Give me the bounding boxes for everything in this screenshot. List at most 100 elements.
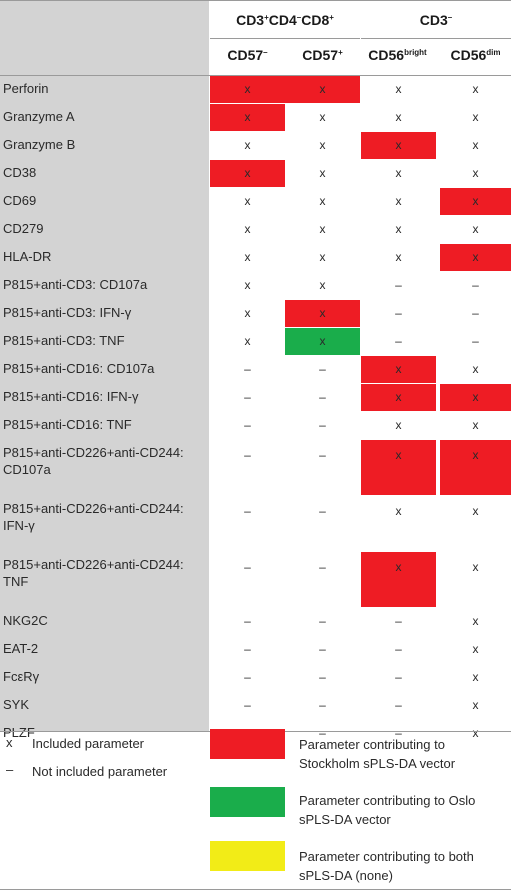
legend-included-text: Included parameter — [32, 736, 145, 751]
table-cell: x — [472, 698, 479, 712]
table-cell: – — [319, 670, 326, 684]
row-label: P815+anti-CD226+anti-CD244: TNF — [3, 557, 184, 589]
highlighted-cell: x — [361, 356, 436, 383]
row-label: FcεRγ — [3, 669, 40, 684]
table-cell: – — [395, 278, 402, 292]
table-cell: – — [319, 390, 326, 404]
table-cell: – — [319, 614, 326, 628]
row-label: P815+anti-CD226+anti-CD244: IFN-γ — [3, 501, 184, 533]
table-row: FcεRγ – – – x — [0, 664, 511, 692]
table-cell: x — [244, 194, 251, 208]
table-cell: – — [244, 642, 251, 656]
highlighted-cell: x — [440, 244, 511, 271]
table-row: CD69 x x x x — [0, 188, 511, 216]
table-cell: – — [395, 726, 402, 740]
col-header-cd57-pos: CD57+ — [302, 47, 343, 63]
legend-not-included-text: Not included parameter — [32, 764, 168, 779]
table-cell: x — [395, 166, 402, 180]
table-row: P815+anti-CD3: CD107a x x – – — [0, 272, 511, 300]
group2-underline — [361, 38, 511, 39]
row-label: SYK — [3, 697, 30, 712]
table-cell: x — [395, 418, 402, 432]
table-cell: x — [472, 670, 479, 684]
table-cell: – — [244, 614, 251, 628]
row-label: Granzyme B — [3, 137, 76, 152]
table-row: Granzyme A x x x x — [0, 104, 511, 132]
table-row: P815+anti-CD3: TNF x x – – — [0, 328, 511, 356]
row-label: CD69 — [3, 193, 37, 208]
col-header-cd56-dim: CD56dim — [450, 47, 501, 63]
table-cell: – — [319, 504, 326, 518]
table-cell: x — [472, 166, 479, 180]
table-cell: x — [244, 222, 251, 236]
table-cell: x — [395, 250, 402, 264]
table-cell: x — [244, 306, 251, 320]
table-cell: – — [244, 504, 251, 518]
table-cell: x — [472, 560, 479, 574]
table-cell: x — [395, 194, 402, 208]
table-row: P815+anti-CD16: IFN-γ – – x x — [0, 384, 511, 412]
table-cell: x — [472, 614, 479, 628]
highlighted-cell: x — [210, 104, 285, 131]
legend-included-symbol: x — [6, 735, 13, 750]
table-row: P815+anti-CD3: IFN-γ x x – – — [0, 300, 511, 328]
table-cell: – — [472, 278, 479, 292]
highlighted-cell: x — [210, 160, 285, 187]
highlighted-cell: x — [285, 300, 360, 327]
table-row: P815+anti-CD226+anti-CD244: TNF – – x x — [0, 552, 511, 608]
top-rule — [0, 0, 511, 1]
table-cell: x — [244, 138, 251, 152]
highlighted-cell: x — [361, 384, 436, 411]
table-cell: x — [244, 334, 251, 348]
table-cell: x — [472, 504, 479, 518]
table-cell: x — [395, 82, 402, 96]
table-cell: – — [319, 448, 326, 462]
table-row: Perforin x x x x — [0, 76, 511, 104]
row-label: Perforin — [3, 81, 49, 96]
group-header-cd3-neg: CD3– — [419, 12, 453, 28]
table-row: EAT-2 – – – x — [0, 636, 511, 664]
table-row: CD38 x x x x — [0, 160, 511, 188]
row-label: Granzyme A — [3, 109, 75, 124]
table-row: NKG2C – – – x — [0, 608, 511, 636]
table-cell: x — [319, 278, 326, 292]
highlighted-cell: x — [285, 328, 360, 355]
table-cell: – — [244, 418, 251, 432]
bottom-rule — [0, 889, 511, 890]
header-bottom-rule — [0, 75, 511, 76]
table-cell: – — [244, 390, 251, 404]
table-cell: – — [244, 698, 251, 712]
table-row: CD279 x x x x — [0, 216, 511, 244]
table-row: Granzyme B x x x x — [0, 132, 511, 160]
table-cell: x — [472, 82, 479, 96]
table-row: P815+anti-CD226+anti-CD244: IFN-γ – – x x — [0, 496, 511, 552]
highlighted-cell: x — [361, 552, 436, 607]
table-cell: – — [395, 614, 402, 628]
highlighted-cell: x — [361, 132, 436, 159]
highlighted-cell: x — [440, 188, 511, 215]
table-row: HLA-DR x x x x — [0, 244, 511, 272]
row-label: P815+anti-CD16: IFN-γ — [3, 389, 139, 404]
table-cell: – — [319, 560, 326, 574]
legend-swatch-both — [210, 841, 285, 871]
table-row: SYK – – – x — [0, 692, 511, 720]
legend-swatch-stockholm — [210, 729, 285, 759]
table-cell: x — [472, 418, 479, 432]
group-header-cd3-cd4-cd8: CD3+CD4–CD8+ — [236, 12, 334, 28]
table-cell: – — [319, 642, 326, 656]
table-cell: – — [319, 726, 326, 740]
group1-underline — [210, 38, 360, 39]
table-cell: x — [395, 222, 402, 236]
row-label: P815+anti-CD3: IFN-γ — [3, 305, 132, 320]
table-row: P815+anti-CD226+anti-CD244: CD107a – – x x — [0, 440, 511, 496]
table-cell: – — [244, 448, 251, 462]
table-cell: – — [244, 560, 251, 574]
table-cell: x — [472, 642, 479, 656]
table-cell: – — [244, 670, 251, 684]
table-cell: x — [319, 166, 326, 180]
table-cell: x — [472, 362, 479, 376]
row-label-background — [0, 0, 209, 731]
table-cell: x — [472, 138, 479, 152]
table-cell: – — [319, 698, 326, 712]
